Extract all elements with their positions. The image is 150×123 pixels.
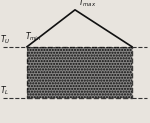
Text: $T_L$: $T_L$ — [0, 85, 9, 97]
Bar — [27, 47, 132, 98]
Text: $T_{min}$: $T_{min}$ — [26, 31, 42, 43]
Text: $T_U$: $T_U$ — [0, 33, 11, 46]
Text: $T_{max}$: $T_{max}$ — [78, 0, 96, 9]
Bar — [27, 47, 132, 98]
